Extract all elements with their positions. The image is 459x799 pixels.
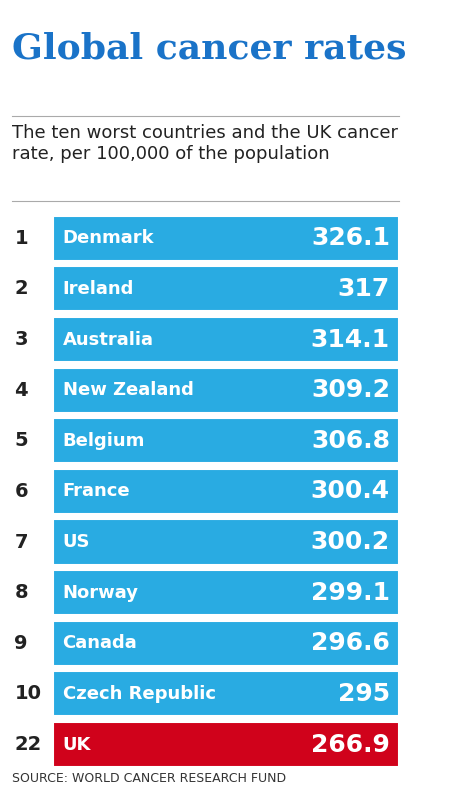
Text: 309.2: 309.2: [310, 378, 389, 402]
Text: 3: 3: [14, 330, 28, 349]
Text: 22: 22: [14, 735, 42, 754]
Text: 299.1: 299.1: [310, 581, 389, 605]
FancyBboxPatch shape: [53, 469, 398, 514]
FancyBboxPatch shape: [53, 570, 398, 615]
Text: 306.8: 306.8: [310, 429, 389, 453]
Text: France: France: [62, 483, 130, 500]
Text: 6: 6: [14, 482, 28, 501]
Text: Norway: Norway: [62, 583, 138, 602]
Text: Canada: Canada: [62, 634, 137, 652]
Text: 2: 2: [14, 280, 28, 298]
Text: UK: UK: [62, 736, 91, 753]
FancyBboxPatch shape: [53, 621, 398, 666]
Text: 9: 9: [14, 634, 28, 653]
Text: Denmark: Denmark: [62, 229, 154, 247]
Text: Australia: Australia: [62, 331, 153, 348]
FancyBboxPatch shape: [53, 519, 398, 565]
Text: New Zealand: New Zealand: [62, 381, 193, 400]
Text: 5: 5: [14, 431, 28, 451]
Text: 295: 295: [337, 682, 389, 706]
Text: US: US: [62, 533, 90, 551]
Text: 8: 8: [14, 583, 28, 602]
Text: 1: 1: [14, 229, 28, 248]
Text: 7: 7: [14, 532, 28, 551]
Text: Czech Republic: Czech Republic: [62, 685, 215, 703]
FancyBboxPatch shape: [53, 216, 398, 260]
Text: 326.1: 326.1: [310, 226, 389, 250]
FancyBboxPatch shape: [53, 418, 398, 463]
Text: 300.2: 300.2: [310, 530, 389, 554]
Text: 4: 4: [14, 380, 28, 400]
Text: SOURCE: WORLD CANCER RESEARCH FUND: SOURCE: WORLD CANCER RESEARCH FUND: [12, 772, 286, 785]
FancyBboxPatch shape: [53, 266, 398, 312]
Text: Belgium: Belgium: [62, 431, 145, 450]
FancyBboxPatch shape: [53, 671, 398, 717]
Text: 266.9: 266.9: [310, 733, 389, 757]
Text: 300.4: 300.4: [310, 479, 389, 503]
FancyBboxPatch shape: [53, 722, 398, 767]
FancyBboxPatch shape: [53, 368, 398, 412]
FancyBboxPatch shape: [53, 317, 398, 362]
Text: 314.1: 314.1: [310, 328, 389, 352]
Text: Global cancer rates: Global cancer rates: [12, 32, 406, 66]
Text: 296.6: 296.6: [310, 631, 389, 655]
Text: 10: 10: [14, 685, 41, 703]
Text: The ten worst countries and the UK cancer
rate, per 100,000 of the population: The ten worst countries and the UK cance…: [12, 124, 397, 163]
Text: Ireland: Ireland: [62, 280, 134, 298]
Text: 317: 317: [337, 277, 389, 301]
